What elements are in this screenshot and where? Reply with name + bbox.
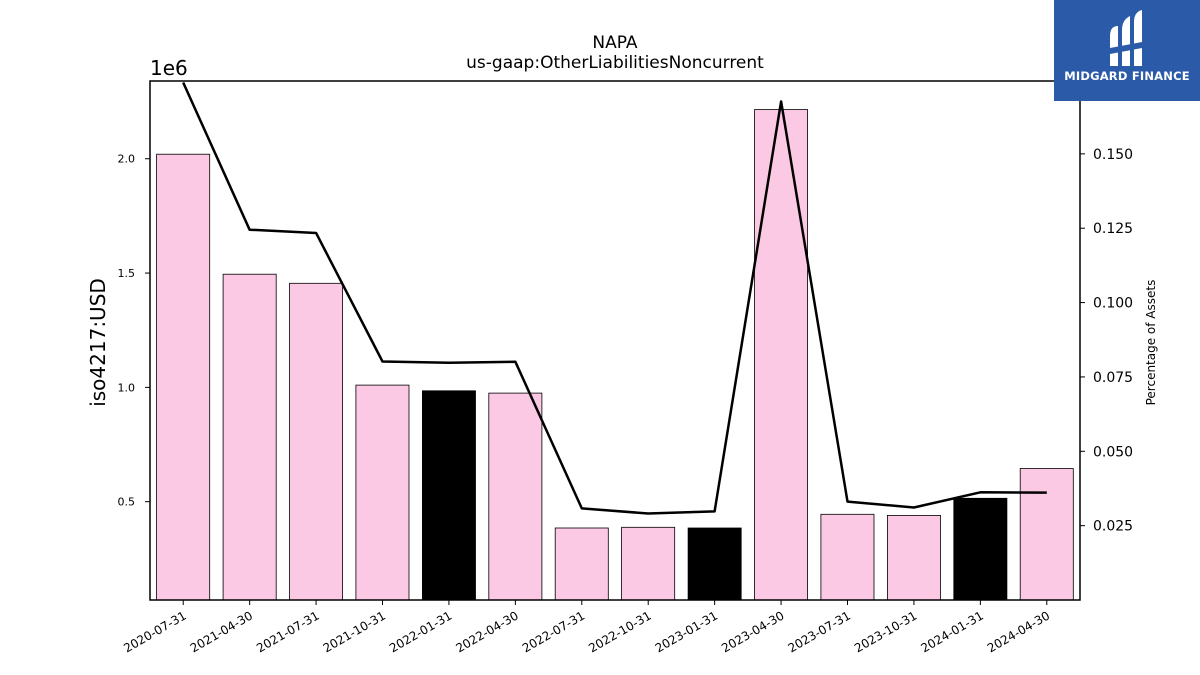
- y-tick-label: 1.0: [118, 381, 136, 394]
- chart-title: NAPA: [592, 33, 638, 53]
- y2-tick-label: 0.150: [1093, 147, 1133, 163]
- bar: [820, 513, 875, 601]
- brand-name: MIDGARD FINANCE: [1064, 69, 1190, 83]
- bar: [953, 497, 1008, 601]
- x-tick-label: 2021-04-30: [188, 608, 255, 655]
- bar: [222, 273, 277, 601]
- bar: [355, 384, 410, 601]
- bar: [1019, 468, 1074, 601]
- bar: [156, 153, 211, 601]
- x-tick-label: 2023-04-30: [719, 608, 786, 655]
- x-tick-label: 2023-01-31: [653, 608, 720, 655]
- bar: [421, 390, 476, 601]
- chart-subtitle: us-gaap:OtherLiabilitiesNoncurrent: [466, 53, 764, 73]
- midgard-logo: MIDGARD FINANCE: [1054, 0, 1200, 101]
- plot-frame: [149, 80, 1081, 601]
- x-tick-label: 2022-04-30: [453, 608, 520, 655]
- bar: [488, 392, 543, 601]
- x-tick-label: 2021-10-31: [321, 608, 388, 655]
- bar: [289, 282, 343, 601]
- x-tick-label: 2023-07-31: [786, 608, 853, 655]
- x-tick-label: 2022-07-31: [520, 608, 587, 655]
- bar: [687, 527, 742, 601]
- percentage-line: [182, 81, 1047, 515]
- y2-tick-label: 0.050: [1093, 444, 1133, 460]
- y-offset-label: 1e6: [150, 56, 188, 80]
- bar: [887, 515, 941, 601]
- midgard-logo-icon: [1110, 10, 1142, 66]
- y-tick-label: 0.5: [118, 496, 136, 509]
- x-tick-label: 2024-01-31: [918, 608, 985, 655]
- y-tick-label: 1.5: [118, 267, 136, 280]
- x-tick-label: 2024-04-30: [985, 608, 1052, 655]
- x-tick-label: 2022-10-31: [586, 608, 653, 655]
- y2-tick-label: 0.075: [1093, 370, 1133, 386]
- bar: [621, 526, 676, 601]
- y2-tick-label: 0.025: [1093, 519, 1133, 535]
- y-axis-label: iso4217:USD: [86, 278, 110, 407]
- bar: [754, 109, 808, 601]
- y2-tick-label: 0.125: [1093, 221, 1133, 237]
- x-tick-label: 2023-10-31: [852, 608, 919, 655]
- x-tick-label: 2021-07-31: [254, 608, 321, 655]
- y2-tick-label: 0.100: [1093, 296, 1133, 312]
- y-tick-label: 2.0: [118, 153, 136, 166]
- x-tick-label: 2020-07-31: [121, 608, 188, 655]
- y2-axis-label: Percentage of Assets: [1144, 280, 1158, 406]
- x-tick-label: 2022-01-31: [387, 608, 454, 655]
- bar: [554, 527, 609, 601]
